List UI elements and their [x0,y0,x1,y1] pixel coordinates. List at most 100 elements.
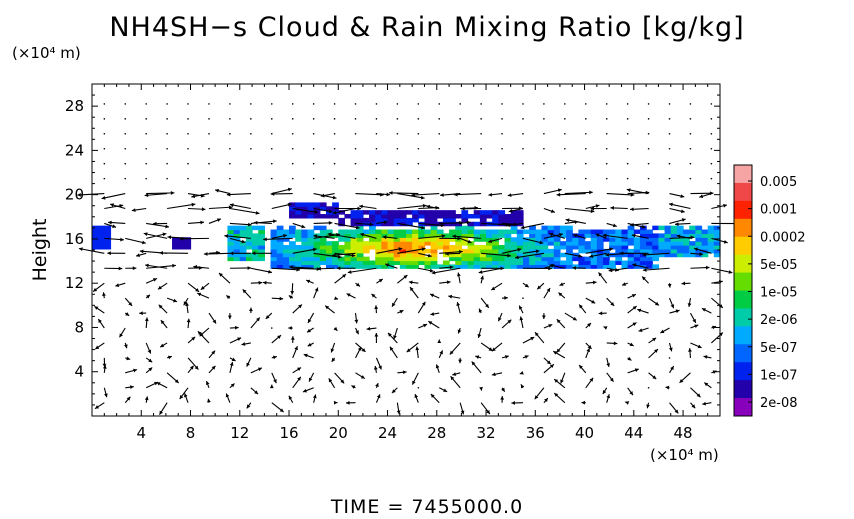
cloud-cell [270,241,278,246]
cloud-cell [498,210,506,215]
wind-arrowhead [408,280,413,285]
wind-dot [626,177,629,180]
wind-arrowhead [279,408,284,413]
wind-dot [647,133,650,135]
wind-dot [668,133,671,135]
wind-arrowhead [123,344,128,349]
cloud-cell [516,245,524,250]
cloud-cell [467,252,475,258]
wind-arrowhead [160,320,165,325]
wind-dot [647,103,650,105]
cloud-cell [338,221,346,227]
cloud-cell [239,248,247,254]
wind-arrowhead [572,316,577,321]
wind-dot [354,177,357,180]
cloud-cell [639,248,647,254]
cloud-cell [295,264,302,269]
wind-arrowhead [327,232,332,237]
cloud-cell [430,252,438,258]
cloud-cell [233,233,241,238]
cloud-cell [498,248,506,254]
cloud-cell [406,264,413,269]
wind-dot [270,133,273,135]
cloud-cell [276,248,284,254]
cloud-cell [492,245,499,250]
y-tick-label: 28 [65,97,84,115]
wind-dot [501,118,503,120]
cloud-cell [301,241,309,246]
wind-arrowhead [393,335,397,340]
wind-dot [312,147,315,150]
cloud-cell [596,241,604,246]
colorbar-label: 0.001 [760,203,797,218]
cloud-cell [319,237,327,242]
cloud-cell [356,214,364,219]
cloud-cell [313,260,321,265]
cloud-cell [276,233,284,238]
cloud-cell [492,256,499,262]
cloud-cell [486,233,493,238]
cloud-cell [689,245,696,250]
cloud-cell [332,256,339,262]
wind-dot [208,103,210,105]
wind-arrowhead [144,193,149,198]
wind-dot [668,177,671,180]
cloud-cell [307,233,315,238]
wind-arrowhead [229,251,234,256]
wind-arrow [478,267,503,274]
wind-arrowhead [507,319,512,324]
cloud-cell [627,225,635,231]
cloud-cell [541,256,549,262]
wind-arrowhead [589,377,594,382]
cloud-cell [387,221,395,227]
cloud-cell [670,241,678,246]
cloud-cell [566,248,573,254]
cloud-cell [652,248,660,254]
wind-dot [480,162,482,165]
colorbar-label: 0.0002 [760,230,806,245]
wind-dot [459,162,461,165]
cloud-cell [239,245,247,250]
wind-arrowhead [548,266,552,271]
x-tick-label: 32 [476,424,495,442]
wind-dot [250,147,252,150]
cloud-cell [541,233,549,238]
cloud-cell [412,252,419,258]
cloud-cell [683,237,690,242]
cloud-cell [184,237,192,242]
cloud-cell [572,256,579,262]
wind-arrowhead [430,293,435,298]
cloud-cell [498,214,506,219]
cloud-cell [701,245,709,250]
cloud-cell [516,241,524,246]
cloud-cell [652,252,660,258]
wind-dot [250,103,252,105]
cloud-cell [381,264,389,269]
cloud-cell [184,245,192,250]
wind-arrowhead [534,395,539,400]
cloud-cell [707,248,715,254]
wind-dot [564,103,566,105]
cloud-cell [418,233,426,238]
cloud-cell [473,260,481,265]
wind-dot [480,103,482,105]
wind-arrowhead [458,359,463,364]
cloud-cell [350,264,358,269]
cloud-cell [424,217,432,223]
cloud-cell [603,260,610,265]
wind-arrowhead [613,341,618,346]
cloud-cell [295,206,302,211]
cloud-cell [455,214,463,219]
wind-arrow [167,203,196,210]
wind-arrow [292,267,321,270]
cloud-cell [529,264,536,269]
wind-dot [208,147,210,150]
wind-arrowhead [110,203,114,207]
wind-arrowhead [705,265,710,270]
cloud-cell [245,241,253,246]
cloud-cell [184,241,192,246]
wind-dot [250,133,252,135]
y-axis-unit: (×10⁴ m) [12,44,81,62]
cloud-cell [424,260,432,265]
wind-dot [501,133,503,135]
